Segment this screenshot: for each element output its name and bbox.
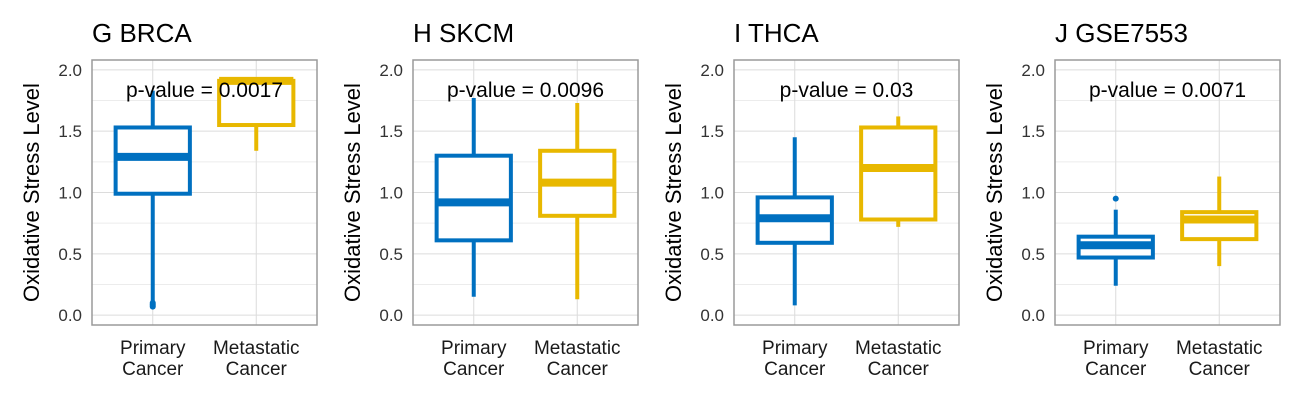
x-tick-label: Metastatic bbox=[534, 338, 621, 359]
box-primary bbox=[113, 90, 192, 310]
gridlines bbox=[1055, 60, 1280, 325]
y-tick-label: 0.0 bbox=[700, 306, 724, 325]
box-metastatic bbox=[859, 116, 938, 227]
y-tick-label: 1.0 bbox=[1021, 184, 1045, 203]
panel-gse7553: J GSE7553 Oxidative Stress Level 0.0 0.5 1.0… bbox=[982, 18, 1281, 380]
x-tick-label: Cancer bbox=[764, 359, 826, 380]
panel-border bbox=[91, 59, 318, 326]
y-tick-label: 0.0 bbox=[379, 306, 403, 325]
x-tick-label: Cancer bbox=[226, 359, 288, 380]
box-primary bbox=[755, 137, 834, 306]
y-tick-label: 0.0 bbox=[1021, 306, 1045, 325]
y-tick-label: 2.0 bbox=[58, 61, 82, 80]
p-value-label: p-value = 0.0096 bbox=[447, 79, 604, 102]
y-axis-label: Oxidative Stress Level bbox=[661, 83, 686, 302]
outlier-point bbox=[1112, 195, 1119, 202]
x-tick-label: Cancer bbox=[547, 359, 609, 380]
y-tick-label: 0.0 bbox=[58, 306, 82, 325]
panel-brca: G BRCA Oxidative Stress Level 0.0 0.5 1.0 1.5… bbox=[19, 18, 318, 380]
y-tick-label: 2.0 bbox=[1021, 61, 1045, 80]
box-body bbox=[217, 78, 296, 128]
y-tick-label: 0.5 bbox=[58, 245, 82, 264]
panel-title: H SKCM bbox=[413, 18, 514, 48]
y-axis-label: Oxidative Stress Level bbox=[982, 83, 1007, 302]
p-value-label: p-value = 0.0017 bbox=[126, 79, 283, 102]
x-tick-label: Metastatic bbox=[213, 338, 300, 359]
box-primary bbox=[1076, 195, 1155, 286]
panel-border bbox=[412, 59, 639, 326]
x-tick-label: Cancer bbox=[122, 359, 184, 380]
x-tick-label: Cancer bbox=[443, 359, 505, 380]
y-tick-label: 1.0 bbox=[700, 184, 724, 203]
box-metastatic bbox=[1180, 176, 1259, 267]
outlier-point bbox=[149, 299, 156, 306]
y-tick-label: 2.0 bbox=[379, 61, 403, 80]
y-tick-label: 1.0 bbox=[58, 184, 82, 203]
x-tick-label: Cancer bbox=[1085, 359, 1147, 380]
p-value-label: p-value = 0.0071 bbox=[1089, 79, 1246, 102]
y-tick-label: 1.5 bbox=[379, 122, 403, 141]
x-tick-label: Primary bbox=[762, 338, 828, 359]
panel-thca: I THCA Oxidative Stress Level 0.0 0.5 1.0 1.5… bbox=[661, 18, 960, 380]
y-tick-label: 1.5 bbox=[1021, 122, 1045, 141]
y-tick-label: 2.0 bbox=[700, 61, 724, 80]
x-tick-label: Primary bbox=[1083, 338, 1149, 359]
y-tick-label: 0.5 bbox=[379, 245, 403, 264]
x-tick-label: Metastatic bbox=[855, 338, 942, 359]
y-axis-label: Oxidative Stress Level bbox=[340, 83, 365, 302]
panel-title: J GSE7553 bbox=[1055, 18, 1188, 48]
p-value-label: p-value = 0.03 bbox=[780, 79, 914, 102]
panel-border bbox=[1054, 59, 1281, 326]
y-tick-label: 0.5 bbox=[1021, 245, 1045, 264]
x-tick-label: Metastatic bbox=[1176, 338, 1263, 359]
box-metastatic bbox=[538, 102, 617, 300]
panel-border bbox=[733, 59, 960, 326]
x-tick-label: Cancer bbox=[868, 359, 930, 380]
y-tick-label: 1.0 bbox=[379, 184, 403, 203]
x-tick-label: Primary bbox=[120, 338, 186, 359]
y-axis-label: Oxidative Stress Level bbox=[19, 83, 44, 302]
y-tick-label: 1.5 bbox=[58, 122, 82, 141]
panel-skcm: H SKCM Oxidative Stress Level 0.0 0.5 1.0 1.5… bbox=[340, 18, 639, 380]
x-tick-label: Primary bbox=[441, 338, 507, 359]
box-primary bbox=[434, 98, 513, 297]
box-body bbox=[434, 153, 513, 243]
box-body bbox=[859, 125, 938, 222]
y-tick-label: 1.5 bbox=[700, 122, 724, 141]
x-tick-label: Cancer bbox=[1189, 359, 1251, 380]
y-tick-label: 0.5 bbox=[700, 245, 724, 264]
panel-title: G BRCA bbox=[92, 18, 192, 48]
panel-title: I THCA bbox=[734, 18, 819, 48]
box-metastatic bbox=[217, 76, 296, 151]
